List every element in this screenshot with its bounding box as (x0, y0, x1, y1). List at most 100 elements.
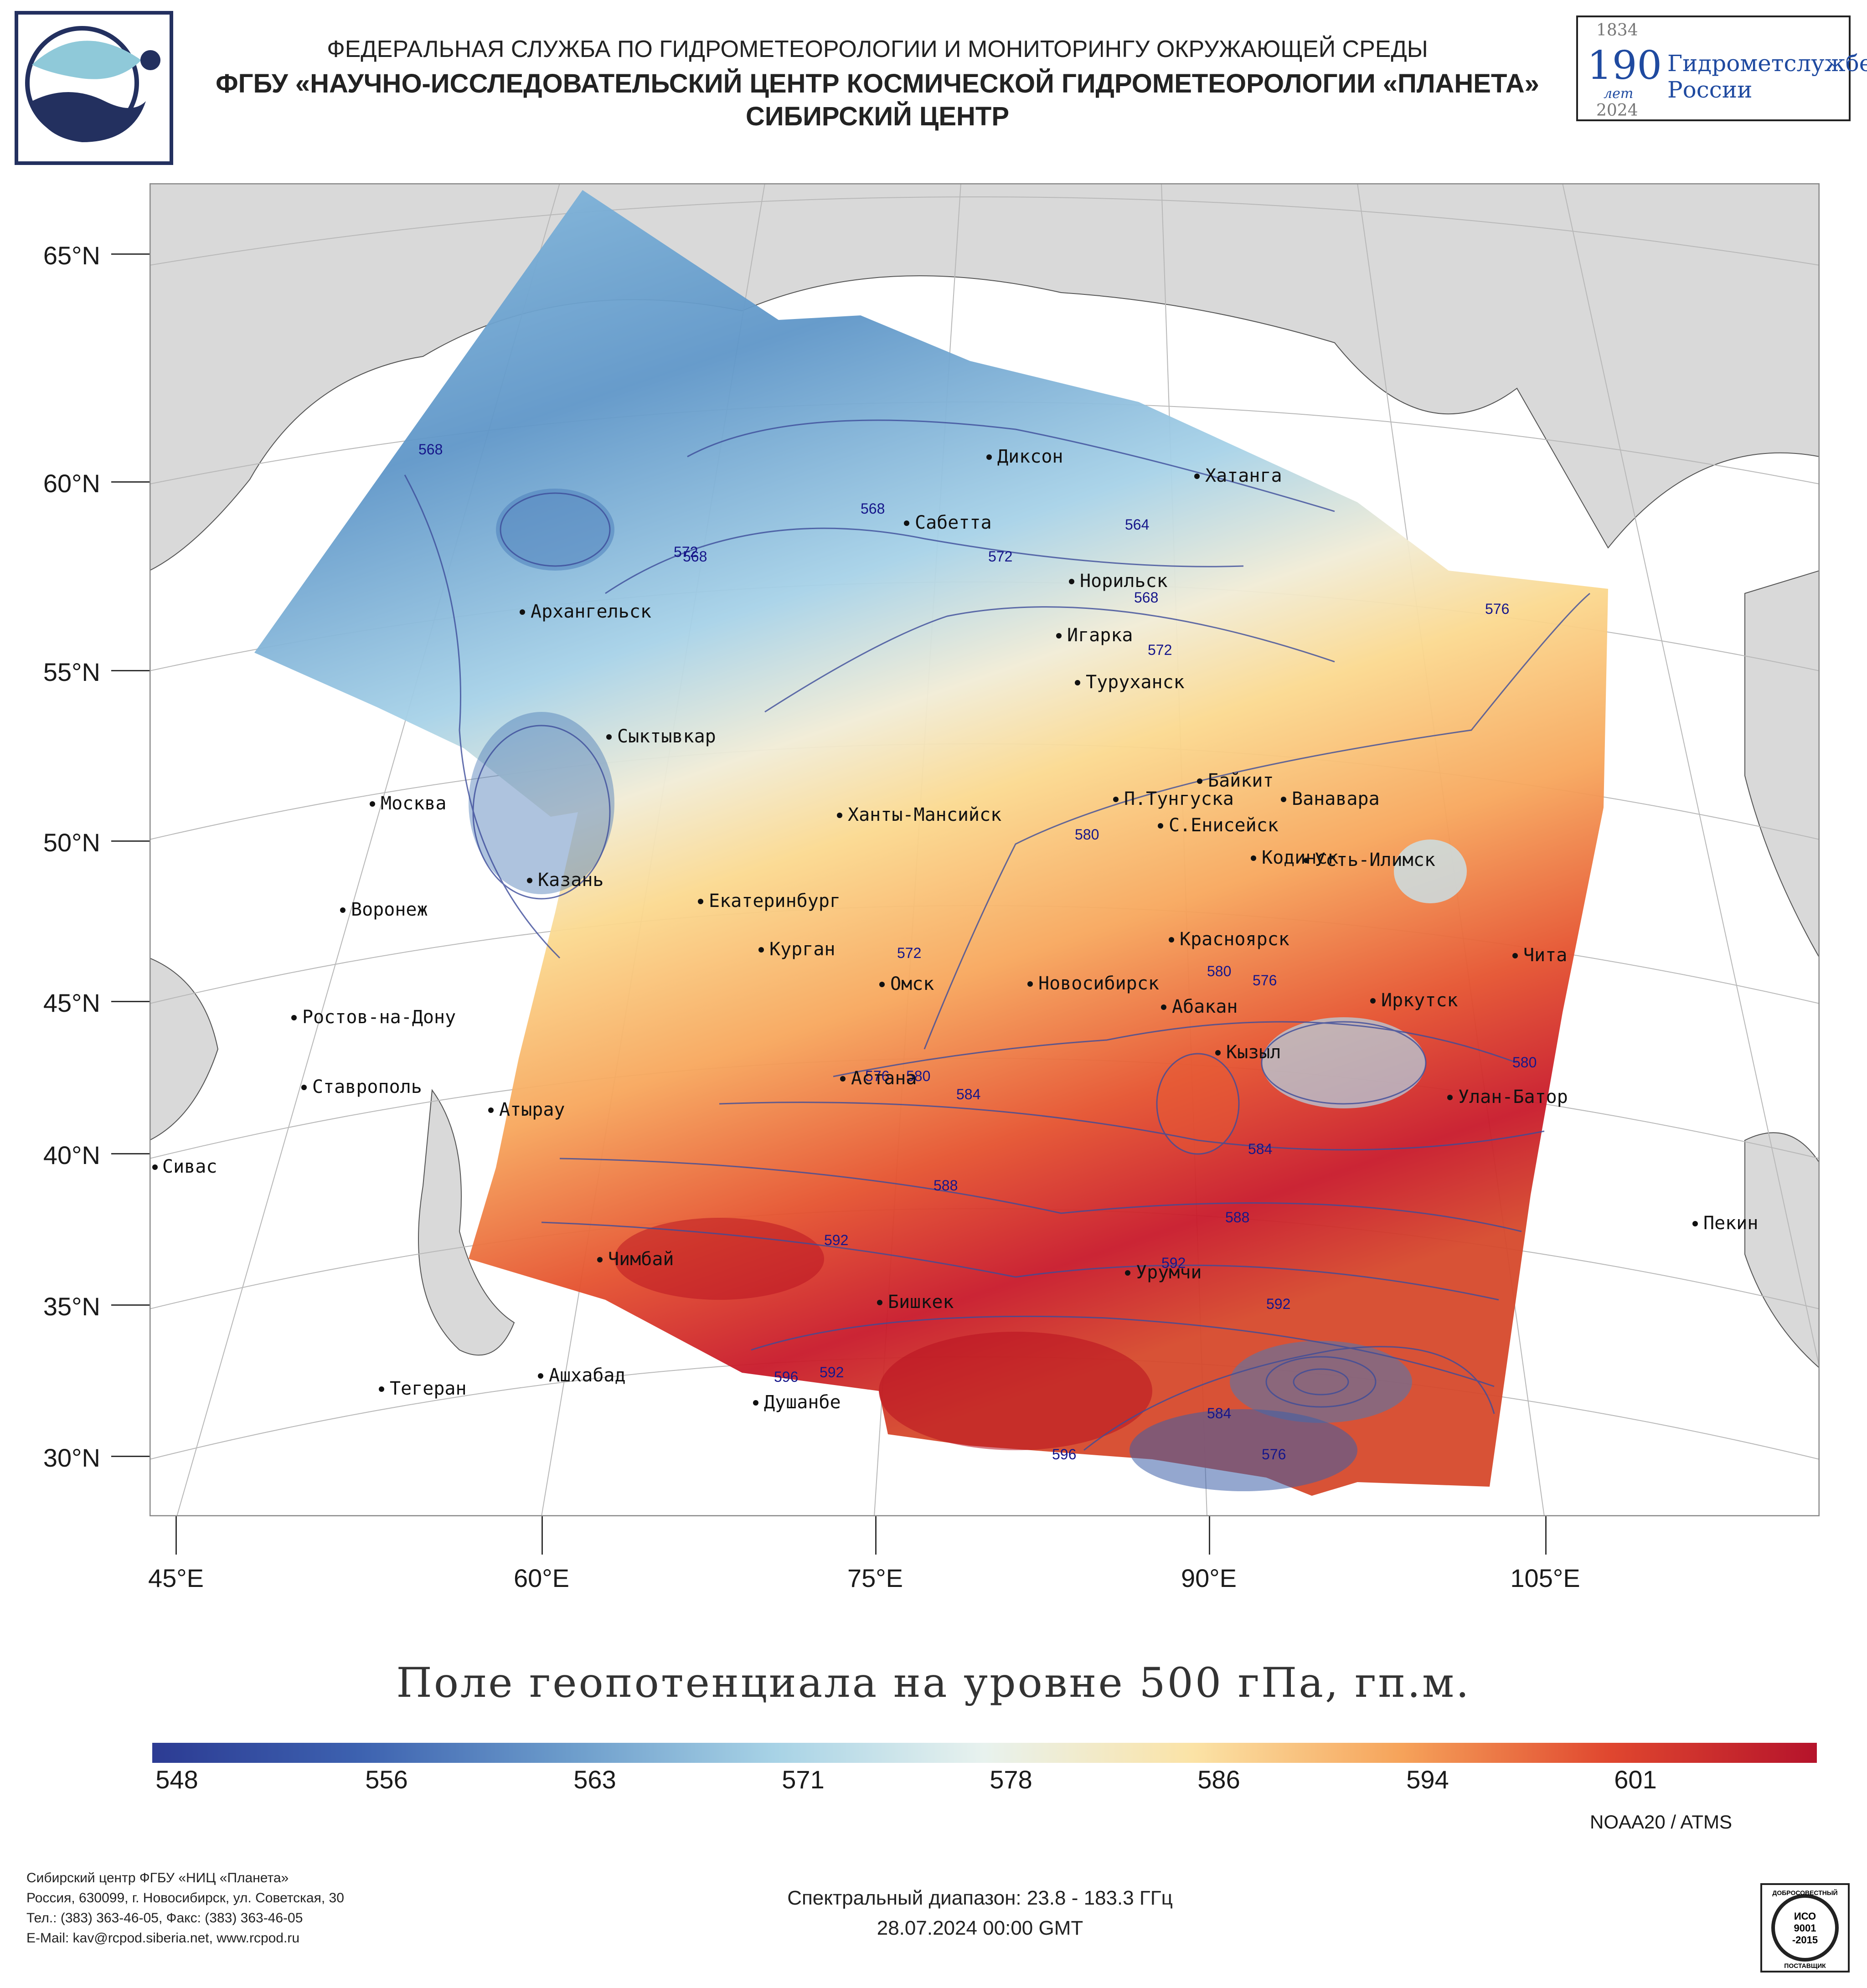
svg-text:Сабетта: Сабетта (915, 512, 992, 533)
city-marker: Сабетта (904, 512, 992, 533)
contour-label: 576 (1262, 1446, 1286, 1463)
contour-label: 584 (956, 1086, 980, 1102)
city-marker: П.Тунгуска (1113, 788, 1234, 809)
city-marker: Байкит (1197, 770, 1274, 791)
lon-label: 75°E (847, 1564, 903, 1592)
city-marker: Новосибирск (1027, 973, 1159, 994)
contour-label: 592 (1266, 1296, 1290, 1312)
contour-label: 580 (1207, 963, 1231, 979)
lat-label: 50°N (43, 828, 100, 857)
badge-year-end: 2024 (1596, 101, 1638, 120)
contour-label: 592 (1161, 1255, 1186, 1271)
satellite-label: NOAA20 / ATMS (1590, 1811, 1732, 1833)
contour-label: 576 (1253, 972, 1277, 989)
svg-text:Игарка: Игарка (1067, 625, 1133, 646)
city-marker: Норильск (1069, 571, 1168, 592)
city-marker: С.Енисейск (1158, 815, 1279, 836)
svg-text:Ашхабад: Ашхабад (549, 1365, 626, 1386)
contour-label: 568 (418, 441, 443, 458)
svg-text:Ростов-на-Дону: Ростов-на-Дону (302, 1007, 456, 1028)
city-marker: Кызыл (1215, 1042, 1281, 1063)
city-marker: Архангельск (520, 601, 651, 622)
svg-text:Туруханск: Туруханск (1086, 672, 1185, 693)
city-marker: Улан-Батор (1447, 1087, 1568, 1107)
footer-org: Сибирский центр ФГБУ «НИЦ «Планета» (26, 1870, 289, 1885)
city-marker: Красноярск (1169, 929, 1289, 950)
geopotential-map: 568 568 568 564 568 572 572 576 576 576 … (149, 183, 1820, 1517)
contour-label: 584 (1248, 1141, 1272, 1157)
svg-text:Бишкек: Бишкек (888, 1292, 954, 1313)
lat-label: 35°N (43, 1292, 100, 1321)
city-marker: Урумчи (1125, 1262, 1202, 1283)
svg-text:Архангельск: Архангельск (531, 601, 651, 622)
city-marker: Хатанга (1194, 465, 1282, 486)
lon-label: 60°E (513, 1564, 570, 1592)
contour-label: 564 (1125, 516, 1149, 533)
city-marker: Ханты-Мансийск (837, 804, 1001, 825)
svg-text:Абакан: Абакан (1172, 996, 1238, 1017)
svg-text:Курган: Курган (769, 939, 836, 960)
lon-label: 90°E (1181, 1564, 1237, 1592)
contour-label: 572 (674, 544, 698, 560)
contour-label: 580 (1512, 1054, 1537, 1071)
svg-text:Екатеринбург: Екатеринбург (709, 891, 841, 912)
svg-text:Ханты-Мансийск: Ханты-Мансийск (848, 804, 1001, 825)
badge-years: 190 (1587, 43, 1662, 88)
svg-text:Сивас: Сивас (162, 1156, 217, 1177)
svg-text:Казань: Казань (538, 870, 604, 891)
svg-text:Сыктывкар: Сыктывкар (617, 726, 716, 747)
lon-label: 45°E (148, 1564, 204, 1592)
footer-phone: Тел.: (383) 363-46-05, Факс: (383) 363-4… (26, 1911, 303, 1926)
city-marker: Ашхабад (538, 1365, 626, 1386)
city-marker: Иркутск (1370, 990, 1458, 1011)
svg-text:ДОБРОСОВЕСТНЫЙ: ДОБРОСОВЕСТНЫЙ (1772, 1889, 1837, 1896)
svg-text:Улан-Батор: Улан-Батор (1458, 1087, 1568, 1107)
city-marker: Душанбе (753, 1392, 841, 1413)
anniversary-badge: 1834 190 лет 2024 Гидрометслужбе России (1576, 15, 1867, 121)
svg-text:Омск: Омск (890, 973, 934, 994)
colorbar-tick: 578 (990, 1765, 1032, 1794)
badge-year-start: 1834 (1596, 21, 1638, 40)
svg-text:Атырау: Атырау (499, 1099, 565, 1120)
colorbar-tick: 586 (1197, 1765, 1240, 1794)
svg-text:Красноярск: Красноярск (1180, 929, 1289, 950)
contour-label: 596 (774, 1369, 798, 1385)
city-marker: Сивас (152, 1156, 217, 1177)
city-marker: Курган (758, 939, 836, 960)
map-title: Поле геопотенциала на уровне 500 гПа, гп… (396, 1659, 1471, 1707)
planeta-logo (14, 10, 174, 166)
city-marker: Туруханск (1075, 672, 1185, 693)
svg-text:Иркутск: Иркутск (1381, 990, 1458, 1011)
colorbar-tick: 548 (155, 1765, 198, 1794)
city-marker: Астана (840, 1068, 917, 1089)
contour-label: 568 (1134, 589, 1158, 606)
header-line-3: СИБИРСКИЙ ЦЕНТР (745, 102, 1010, 131)
colorbar-tick: 563 (573, 1765, 616, 1794)
datetime: 28.07.2024 00:00 GMT (877, 1917, 1083, 1939)
svg-text:-2015: -2015 (1792, 1934, 1818, 1946)
lat-label: 40°N (43, 1141, 100, 1169)
city-marker: Ставрополь (301, 1076, 422, 1097)
contour-label: 568 (683, 548, 707, 565)
city-marker: Сыктывкар (606, 726, 716, 747)
footer-address: Россия, 630099, г. Новосибирск, ул. Сове… (26, 1890, 344, 1906)
city-marker: Кодинск (1251, 847, 1339, 868)
colorbar (152, 1743, 1817, 1763)
city-marker: Чимбай (597, 1249, 674, 1270)
city-marker: Чита (1512, 945, 1567, 966)
badge-years-word: лет (1604, 86, 1634, 102)
badge-name-line-2: России (1667, 77, 1753, 103)
svg-text:П.Тунгуска: П.Тунгуска (1124, 788, 1234, 809)
contour-label: 584 (1207, 1405, 1231, 1421)
city-marker: Бишкек (877, 1292, 954, 1313)
svg-text:Тегеран: Тегеран (390, 1378, 467, 1399)
contour-label: 576 (1485, 601, 1509, 617)
contour-label: 572 (1148, 642, 1172, 658)
colorbar-tick: 594 (1406, 1765, 1449, 1794)
svg-text:Ванавара: Ванавара (1292, 788, 1380, 809)
contour-label: 572 (988, 548, 1012, 565)
svg-text:Кодинск: Кодинск (1262, 847, 1339, 868)
svg-text:Усть-Илимск: Усть-Илимск (1315, 850, 1435, 870)
city-marker: Игарка (1056, 625, 1133, 646)
city-marker: Атырау (488, 1099, 565, 1120)
